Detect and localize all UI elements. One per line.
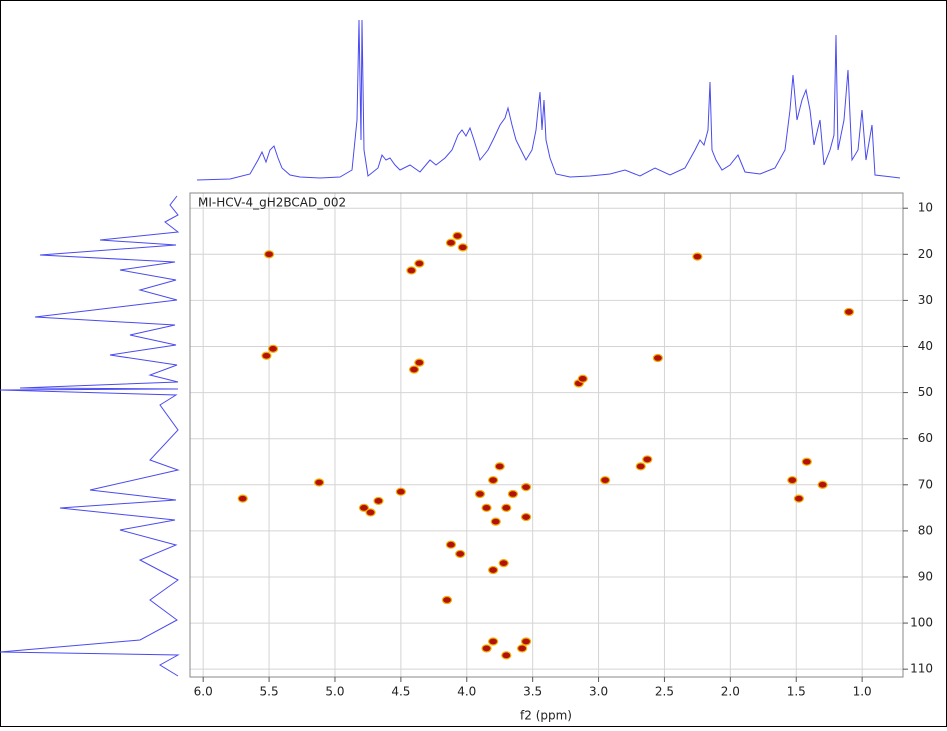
x-tick-label: 5.5	[260, 685, 279, 699]
y-tick-label: 90	[918, 569, 933, 583]
f1-projection	[0, 195, 180, 677]
y-tick-label: 50	[918, 385, 933, 399]
peak	[498, 559, 509, 568]
x-tick-label: 6.0	[194, 685, 213, 699]
peak	[452, 231, 463, 240]
peak	[501, 503, 512, 512]
peak	[793, 494, 804, 503]
peak	[635, 462, 646, 471]
peak	[652, 353, 663, 363]
peak	[395, 487, 406, 496]
y-tick-label: 10	[918, 201, 933, 215]
peak	[261, 351, 272, 360]
peak	[365, 508, 376, 517]
peak	[488, 565, 499, 575]
peak	[474, 489, 486, 499]
peak	[481, 503, 492, 512]
x-tick-label: 1.5	[787, 685, 806, 699]
peak	[520, 482, 532, 492]
y-tick-label: 110	[910, 662, 933, 676]
plot-border	[189, 192, 904, 678]
peak	[408, 365, 420, 374]
x-tick-label: 3.0	[589, 685, 608, 699]
peak	[501, 651, 512, 660]
peak	[843, 307, 855, 317]
peak	[692, 252, 703, 261]
chart-title: MI-HCV-4_gH2BCAD_002	[198, 196, 346, 210]
y-tick-label: 70	[918, 477, 933, 491]
peak	[414, 259, 425, 268]
x-tick-label: 4.5	[391, 685, 410, 699]
peak	[507, 489, 518, 499]
peak	[441, 595, 453, 605]
peak	[517, 644, 528, 653]
peak	[373, 496, 384, 506]
peak	[457, 243, 468, 252]
x-tick-label: 2.0	[721, 685, 740, 699]
peak	[488, 637, 499, 646]
peak	[520, 512, 532, 522]
peak	[488, 476, 499, 485]
x-tick-label: 1.0	[853, 685, 872, 699]
y-tick-label: 20	[918, 247, 933, 261]
peak	[787, 476, 798, 485]
peak	[237, 494, 248, 503]
peak	[494, 462, 505, 471]
peak	[817, 480, 828, 489]
peak	[577, 374, 588, 383]
peak	[314, 478, 325, 487]
peak	[358, 503, 370, 512]
y-tick-label: 60	[918, 431, 933, 445]
peak	[263, 250, 275, 259]
peak	[801, 457, 812, 466]
y-tick-label: 30	[918, 293, 933, 307]
y-tick-label: 40	[918, 339, 933, 353]
peak	[455, 549, 466, 559]
peak	[600, 476, 611, 485]
peak	[520, 637, 532, 646]
f2-projection	[196, 19, 901, 181]
peak	[414, 358, 425, 367]
peak	[642, 455, 653, 464]
peak	[481, 644, 492, 653]
peak	[267, 344, 279, 353]
x-tick-label: 4.0	[457, 685, 476, 699]
peak	[490, 517, 501, 526]
x-tick-label: 5.0	[325, 685, 344, 699]
x-tick-label: 3.5	[523, 685, 542, 699]
y-tick-label: 100	[910, 616, 933, 630]
peak	[445, 540, 457, 549]
x-axis-label: f2 (ppm)	[520, 709, 572, 723]
peak	[406, 266, 417, 275]
y-tick-label: 80	[918, 523, 933, 537]
peak	[445, 238, 457, 247]
x-tick-label: 2.5	[655, 685, 674, 699]
